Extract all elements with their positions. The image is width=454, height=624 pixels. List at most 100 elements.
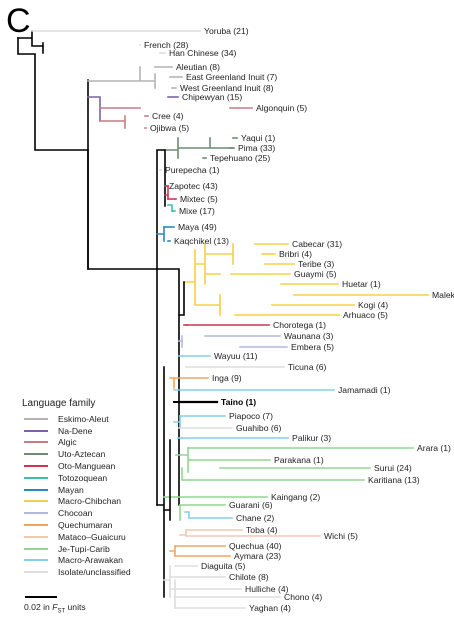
tip-label: Zapotec (43) <box>169 181 218 191</box>
legend-swatch <box>24 429 48 432</box>
legend-swatch <box>24 535 48 538</box>
legend-label: Isolate/unclassified <box>58 567 131 578</box>
tip-label: Arhuaco (5) <box>343 310 388 320</box>
legend-item: Na-Dene <box>22 425 172 437</box>
tip-label: Wichi (5) <box>324 531 358 541</box>
legend-item: Uto-Aztecan <box>22 448 172 460</box>
tip-label: Quechua (40) <box>229 541 282 551</box>
legend-items: Eskimo-Aleut Na-Dene Algic Uto-Aztecan Oto-M… <box>22 413 172 578</box>
tip-label: Diaguita (5) <box>201 561 246 571</box>
tip-label: West Greenland Inuit (8) <box>180 83 274 93</box>
legend-label: Mayan <box>58 484 84 495</box>
tip-label: Kaqchikel (13) <box>174 236 229 246</box>
tip-label: Kogi (4) <box>358 300 388 310</box>
legend-item: Oto-Manguean <box>22 460 172 472</box>
legend-swatch <box>24 512 48 515</box>
tip-label: Wayuu (11) <box>214 351 258 361</box>
tree-branch <box>164 137 234 159</box>
tip-label: Algonquin (5) <box>256 103 307 113</box>
legend-label: Chocoan <box>58 508 93 519</box>
legend-swatch <box>24 476 48 479</box>
tip-label: Teribe (3) <box>298 259 334 269</box>
tip-label: Waunana (3) <box>284 331 333 341</box>
scale-bar-label: 0.02 in FST units <box>24 602 86 615</box>
tree-branch <box>169 377 175 389</box>
tip-label: Cabecar (31) <box>292 239 342 249</box>
tip-label: Toba (4) <box>246 525 278 535</box>
tip-label: Chipewyan (15) <box>182 92 242 102</box>
tree-branch <box>156 268 180 506</box>
tip-label: Guahibo (6) <box>236 423 282 433</box>
tip-label: Yaghan (4) <box>249 603 291 613</box>
tip-label: Cree (4) <box>152 111 184 121</box>
tip-label: Mixtec (5) <box>180 194 218 204</box>
tree-branch <box>156 149 166 506</box>
tip-label: Chono (4) <box>284 592 322 602</box>
legend-swatch <box>24 465 48 468</box>
tree-branch <box>17 30 44 54</box>
legend-item: Macro-Chibchan <box>22 496 172 508</box>
legend-item: Eskimo-Aleut <box>22 413 172 425</box>
tree-branch <box>167 204 173 212</box>
legend-swatch <box>24 417 48 420</box>
tip-label: Chilote (8) <box>229 572 269 582</box>
tree-branch <box>179 529 201 537</box>
tip-label: Maleku (3) <box>432 290 454 300</box>
legend-item: Mayan <box>22 484 172 496</box>
tree-branch <box>169 545 176 557</box>
tree-branch <box>99 107 141 129</box>
legend-swatch <box>24 559 48 562</box>
tree-branch <box>183 243 234 316</box>
tip-label: Pima (33) <box>238 143 275 153</box>
legend-item: Macro-Arawakan <box>22 555 172 567</box>
legend-label: Algic <box>58 437 77 448</box>
legend-label: Eskimo-Aleut <box>58 413 109 424</box>
scale-bar-line <box>25 596 57 598</box>
legend-item: Quechumaran <box>22 519 172 531</box>
tip-label: Taino (1) <box>221 397 256 407</box>
tip-label: East Greenland Inuit (7) <box>186 72 277 82</box>
tree-branch <box>156 366 165 598</box>
legend-label: Macro-Chibchan <box>58 496 122 507</box>
tip-label: Maya (49) <box>178 222 217 232</box>
tip-label: Chane (2) <box>236 513 274 523</box>
tip-label: French (28) <box>144 40 189 50</box>
legend-label: Je-Tupi-Carib <box>58 543 110 554</box>
legend-swatch <box>24 453 48 456</box>
legend-swatch <box>24 524 48 527</box>
tip-label: Inga (9) <box>212 373 242 383</box>
tip-label: Guaymi (5) <box>294 269 337 279</box>
tree-branch <box>163 439 171 521</box>
legend-swatch <box>24 441 48 444</box>
tip-label: Embera (5) <box>291 342 334 352</box>
tip-label: Mixe (17) <box>179 206 215 216</box>
tree-branch <box>87 96 101 122</box>
tip-label: Hulliche (4) <box>245 584 289 594</box>
tip-label: Kaingang (2) <box>271 492 320 502</box>
tree-branch <box>87 66 156 89</box>
legend-item: Totozoquean <box>22 472 172 484</box>
legend-label: Uto-Aztecan <box>58 449 106 460</box>
legend-label: Oto-Manguean <box>58 461 116 472</box>
legend-title: Language family <box>22 398 96 409</box>
scale-bar: 0.02 in FST units <box>24 596 86 615</box>
legend: Language family Eskimo-Aleut Na-Dene Algic… <box>22 398 172 578</box>
legend-swatch <box>24 571 48 574</box>
legend-label: Macro-Arawakan <box>58 555 123 566</box>
tip-label: Jamamadi (1) <box>338 385 391 395</box>
tip-label: Chorotega (1) <box>273 320 326 330</box>
tip-label: Surui (24) <box>374 463 412 473</box>
legend-swatch <box>24 547 48 550</box>
tree-branch <box>184 511 190 519</box>
tip-label: Karitiana (13) <box>368 475 420 485</box>
tree-branches <box>17 30 429 609</box>
tip-label: Bribri (4) <box>279 249 312 259</box>
panel-letter: C <box>6 2 31 40</box>
tip-label: Piapoco (7) <box>229 411 273 421</box>
tip-label: Yoruba (21) <box>204 26 249 36</box>
legend-item: Chocoan <box>22 507 172 519</box>
legend-label: Na-Dene <box>58 425 93 436</box>
tree-branch <box>156 226 165 242</box>
tip-label: Tepehuano (25) <box>210 153 270 163</box>
